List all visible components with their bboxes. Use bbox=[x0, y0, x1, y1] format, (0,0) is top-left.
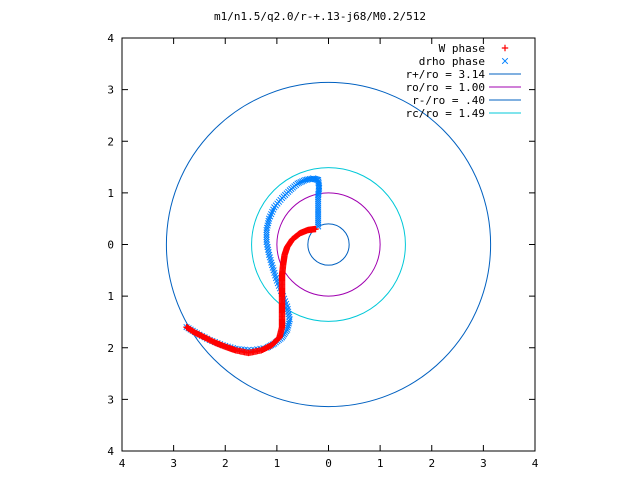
x-tick-label: 3 bbox=[480, 457, 487, 470]
y-tick-label: 0 bbox=[107, 239, 114, 252]
x-tick-label: 1 bbox=[274, 457, 281, 470]
circle-series bbox=[276, 192, 381, 297]
legend-label: r+/ro = 3.14 bbox=[406, 68, 486, 81]
y-tick-label: 4 bbox=[107, 32, 114, 45]
legend-label: ro/ro = 1.00 bbox=[406, 81, 485, 94]
chart-title: m1/n1.5/q2.0/r-+.13-j68/M0.2/512 bbox=[214, 10, 426, 23]
drho-phase-point bbox=[263, 226, 270, 234]
y-tick-label: 1 bbox=[107, 290, 114, 303]
x-tick-label: 0 bbox=[325, 457, 332, 470]
x-tick-label: 4 bbox=[119, 457, 126, 470]
drho-phase-point bbox=[295, 179, 303, 187]
x-tick-label: 2 bbox=[222, 457, 229, 470]
drho-phase-point bbox=[263, 231, 270, 238]
drho-phase-point bbox=[302, 176, 309, 184]
x-tick-label: 1 bbox=[377, 457, 384, 470]
legend-label: W phase bbox=[439, 42, 485, 55]
drho-phase-point bbox=[284, 324, 291, 331]
y-tick-label: 1 bbox=[107, 187, 114, 200]
drho-phase-point bbox=[501, 57, 509, 65]
y-tick-label: 2 bbox=[107, 135, 114, 148]
w-phase-point bbox=[183, 323, 190, 331]
y-tick-label: 4 bbox=[107, 445, 114, 458]
x-tick-label: 3 bbox=[170, 457, 177, 470]
y-tick-label: 3 bbox=[107, 393, 114, 406]
circle-series bbox=[165, 81, 492, 408]
x-tick-label: 4 bbox=[532, 457, 539, 470]
circle-series bbox=[251, 167, 406, 322]
drho-phase-point bbox=[263, 229, 270, 236]
y-tick-label: 2 bbox=[107, 342, 114, 355]
drho-phase-point bbox=[297, 178, 304, 186]
legend-label: rc/ro = 1.49 bbox=[406, 107, 485, 120]
circle-series bbox=[307, 223, 350, 266]
w-phase-point bbox=[501, 44, 509, 52]
legend-label: drho phase bbox=[419, 55, 485, 68]
y-tick-label: 3 bbox=[107, 84, 114, 97]
drho-phase-point bbox=[263, 234, 270, 241]
x-tick-label: 2 bbox=[428, 457, 435, 470]
drho-phase-point bbox=[299, 178, 306, 185]
legend-label: r-/ro = .40 bbox=[412, 94, 485, 107]
drho-phase-point bbox=[300, 177, 307, 184]
